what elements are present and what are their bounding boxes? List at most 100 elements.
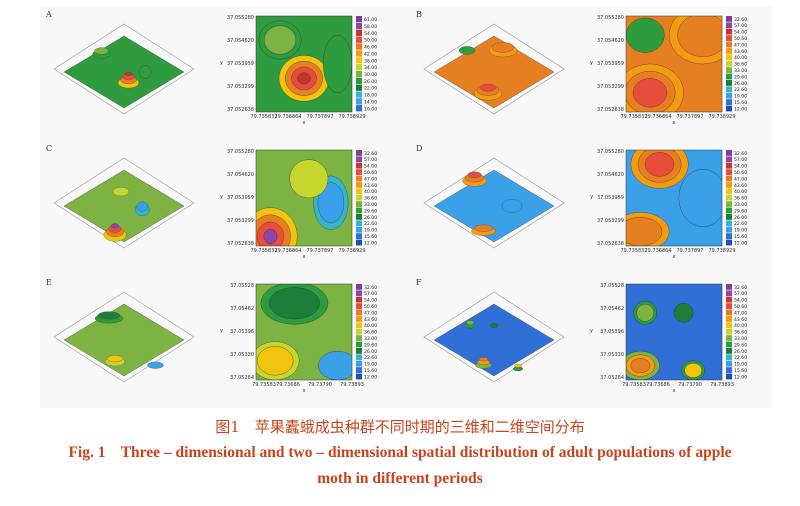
legend-swatch — [726, 54, 732, 61]
legend-label: 19.00 — [364, 362, 377, 368]
legend-label: 54.00 — [364, 31, 377, 37]
x-tick-label: 79.737897 — [676, 114, 703, 120]
legend-label: 43.60 — [364, 317, 377, 323]
legend-label: 47.00 — [364, 176, 377, 182]
legend-swatch — [356, 50, 362, 57]
legend-label: 40.00 — [364, 323, 377, 329]
x-axis-label: x — [303, 254, 306, 260]
y-tick-label: 37.05462 — [230, 306, 254, 312]
legend-swatch — [356, 162, 362, 169]
legend-label: 29.60 — [364, 342, 377, 348]
x-tick-label: 79.73686 — [276, 382, 300, 388]
contour-region — [626, 217, 663, 246]
surface-3d-mesh — [63, 303, 185, 377]
legend-swatch — [726, 239, 732, 246]
legend-swatch — [726, 16, 732, 22]
legend-swatch — [726, 290, 732, 297]
legend-swatch — [726, 162, 732, 169]
legend-swatch — [356, 207, 362, 214]
legend-swatch — [726, 188, 732, 195]
legend-label: 47.00 — [734, 42, 747, 48]
legend-label: 15.60 — [364, 234, 377, 240]
legend-swatch — [726, 169, 732, 175]
legend-swatch — [726, 156, 732, 163]
legend-label: 36.60 — [734, 196, 747, 202]
y-tick-label: 37.05528 — [600, 283, 624, 289]
legend-swatch — [356, 16, 362, 23]
panel-letter: B — [416, 10, 422, 19]
x-tick-label: 79.737897 — [306, 114, 333, 120]
contour-region — [673, 303, 694, 323]
legend-label: 15.60 — [734, 234, 747, 240]
legend-swatch — [726, 22, 732, 29]
y-tick-label: 37.053959 — [597, 61, 624, 67]
contour-frame — [625, 283, 723, 381]
y-tick-label: 37.052638 — [227, 241, 254, 247]
surface-3d-peak — [480, 83, 496, 92]
contour-2d-map: 37.055280 37.054620 37.053959 37.053299 37.0… — [220, 149, 377, 260]
legend-swatch — [356, 309, 362, 316]
x-tick-label: 79.735832 — [250, 114, 277, 120]
legend-swatch — [726, 48, 732, 54]
legend-swatch — [726, 335, 732, 341]
surface-3d-frame — [423, 291, 565, 383]
contour-region — [264, 25, 296, 55]
x-tick-label: 79.73893 — [710, 382, 734, 388]
contour-region — [677, 16, 722, 57]
legend-swatch — [356, 201, 362, 207]
legend-label: 19.00 — [734, 228, 747, 234]
legend-label: 29.60 — [734, 208, 747, 214]
x-tick-label: 79.738929 — [338, 114, 365, 120]
surface-3d-peak — [466, 320, 474, 325]
legend-swatch — [726, 316, 732, 322]
legend-swatch — [726, 73, 732, 80]
legend-label: 40.00 — [734, 55, 747, 61]
figure-caption-english-line-2: moth in different periods — [0, 470, 800, 488]
surface-3d-frame — [53, 23, 195, 115]
legend-label: 26.00 — [364, 79, 377, 85]
legend-swatch — [726, 201, 732, 207]
x-tick-label: 79.735832 — [620, 114, 647, 120]
contour-region — [323, 35, 352, 93]
contour-frame — [255, 149, 353, 247]
panel-e: E 37.05528 37.05462 37.05396 37.05330 37.0526… — [40, 274, 396, 404]
surface-3d-peak — [501, 199, 523, 213]
legend-swatch — [726, 214, 732, 220]
legend-swatch — [726, 348, 732, 354]
legend-swatch — [726, 175, 732, 182]
x-axis-label: x — [303, 388, 306, 394]
legend-swatch — [356, 367, 362, 373]
contour-frame — [625, 149, 723, 247]
legend-swatch — [356, 182, 362, 188]
legend-swatch — [356, 239, 362, 246]
legend-label: 19.00 — [734, 94, 747, 100]
legend-swatch — [726, 99, 732, 105]
x-tick-label: 79.736864 — [274, 114, 301, 120]
y-tick-label: 37.05396 — [600, 329, 624, 335]
panel-letter: F — [416, 278, 422, 287]
legend-swatch — [726, 220, 732, 227]
legend-swatch — [356, 64, 362, 71]
legend-label: 26.00 — [734, 215, 747, 221]
contour-region — [636, 304, 654, 322]
legend-swatch — [356, 169, 362, 175]
legend-label: 47.00 — [734, 176, 747, 182]
surface-3d-frame — [53, 157, 195, 249]
y-tick-label: 37.052638 — [227, 107, 254, 113]
panel-letter: C — [46, 144, 53, 153]
legend-label: 29.60 — [364, 208, 377, 214]
legend-label: 47.00 — [734, 310, 747, 316]
legend-label: 43.60 — [734, 317, 747, 323]
surface-3d-peak — [489, 323, 499, 328]
legend-swatch — [356, 77, 362, 84]
legend-label: 46.00 — [364, 45, 377, 51]
surface-3d-peak — [124, 71, 133, 76]
legend-label: 50.60 — [364, 170, 377, 176]
y-tick-label: 37.052638 — [597, 107, 624, 113]
legend-swatch — [356, 354, 362, 361]
legend-label: 26.00 — [364, 215, 377, 221]
contour-region — [633, 78, 667, 108]
x-axis-label: x — [303, 120, 306, 126]
contour-2d-map: 37.05528 37.05462 37.05396 37.05330 37.05264… — [220, 283, 377, 394]
panel-f: F 37.05528 37.05462 37.05396 37.05330 37.0526… — [410, 274, 766, 404]
